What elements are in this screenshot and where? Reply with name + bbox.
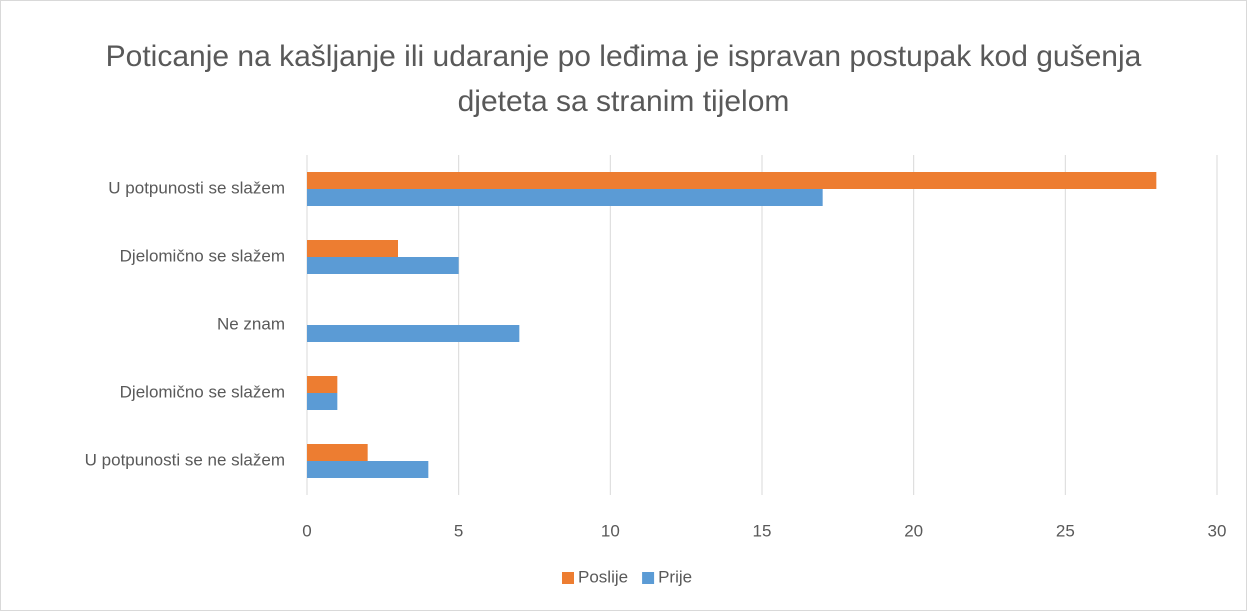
bar	[307, 461, 429, 478]
x-tick-label: 0	[302, 521, 311, 540]
y-tick-label: U potpunosti se ne slažem	[85, 450, 285, 469]
y-tick-label: Djelomično se slažem	[120, 382, 285, 401]
x-tick-label: 20	[904, 521, 923, 540]
legend-label: Poslije	[578, 567, 628, 586]
legend-swatch	[562, 572, 574, 584]
bar	[307, 325, 520, 342]
bar	[307, 172, 1157, 189]
bar	[307, 376, 338, 393]
bar	[307, 257, 459, 274]
bar	[307, 393, 338, 410]
x-tick-label: 25	[1056, 521, 1075, 540]
y-tick-label: Djelomično se slažem	[120, 246, 285, 265]
bar	[307, 189, 823, 206]
y-tick-label: U potpunosti se slažem	[108, 178, 285, 197]
chart-title: Poticanje na kašljanje ili udaranje po l…	[105, 40, 1142, 118]
x-tick-label: 15	[753, 521, 772, 540]
y-tick-label: Ne znam	[217, 314, 285, 333]
legend-label: Prije	[658, 567, 692, 586]
x-tick-label: 30	[1208, 521, 1227, 540]
legend-swatch	[642, 572, 655, 584]
bar	[307, 240, 398, 257]
x-tick-label: 10	[601, 521, 620, 540]
x-tick-label: 5	[454, 521, 463, 540]
bar	[307, 444, 368, 461]
